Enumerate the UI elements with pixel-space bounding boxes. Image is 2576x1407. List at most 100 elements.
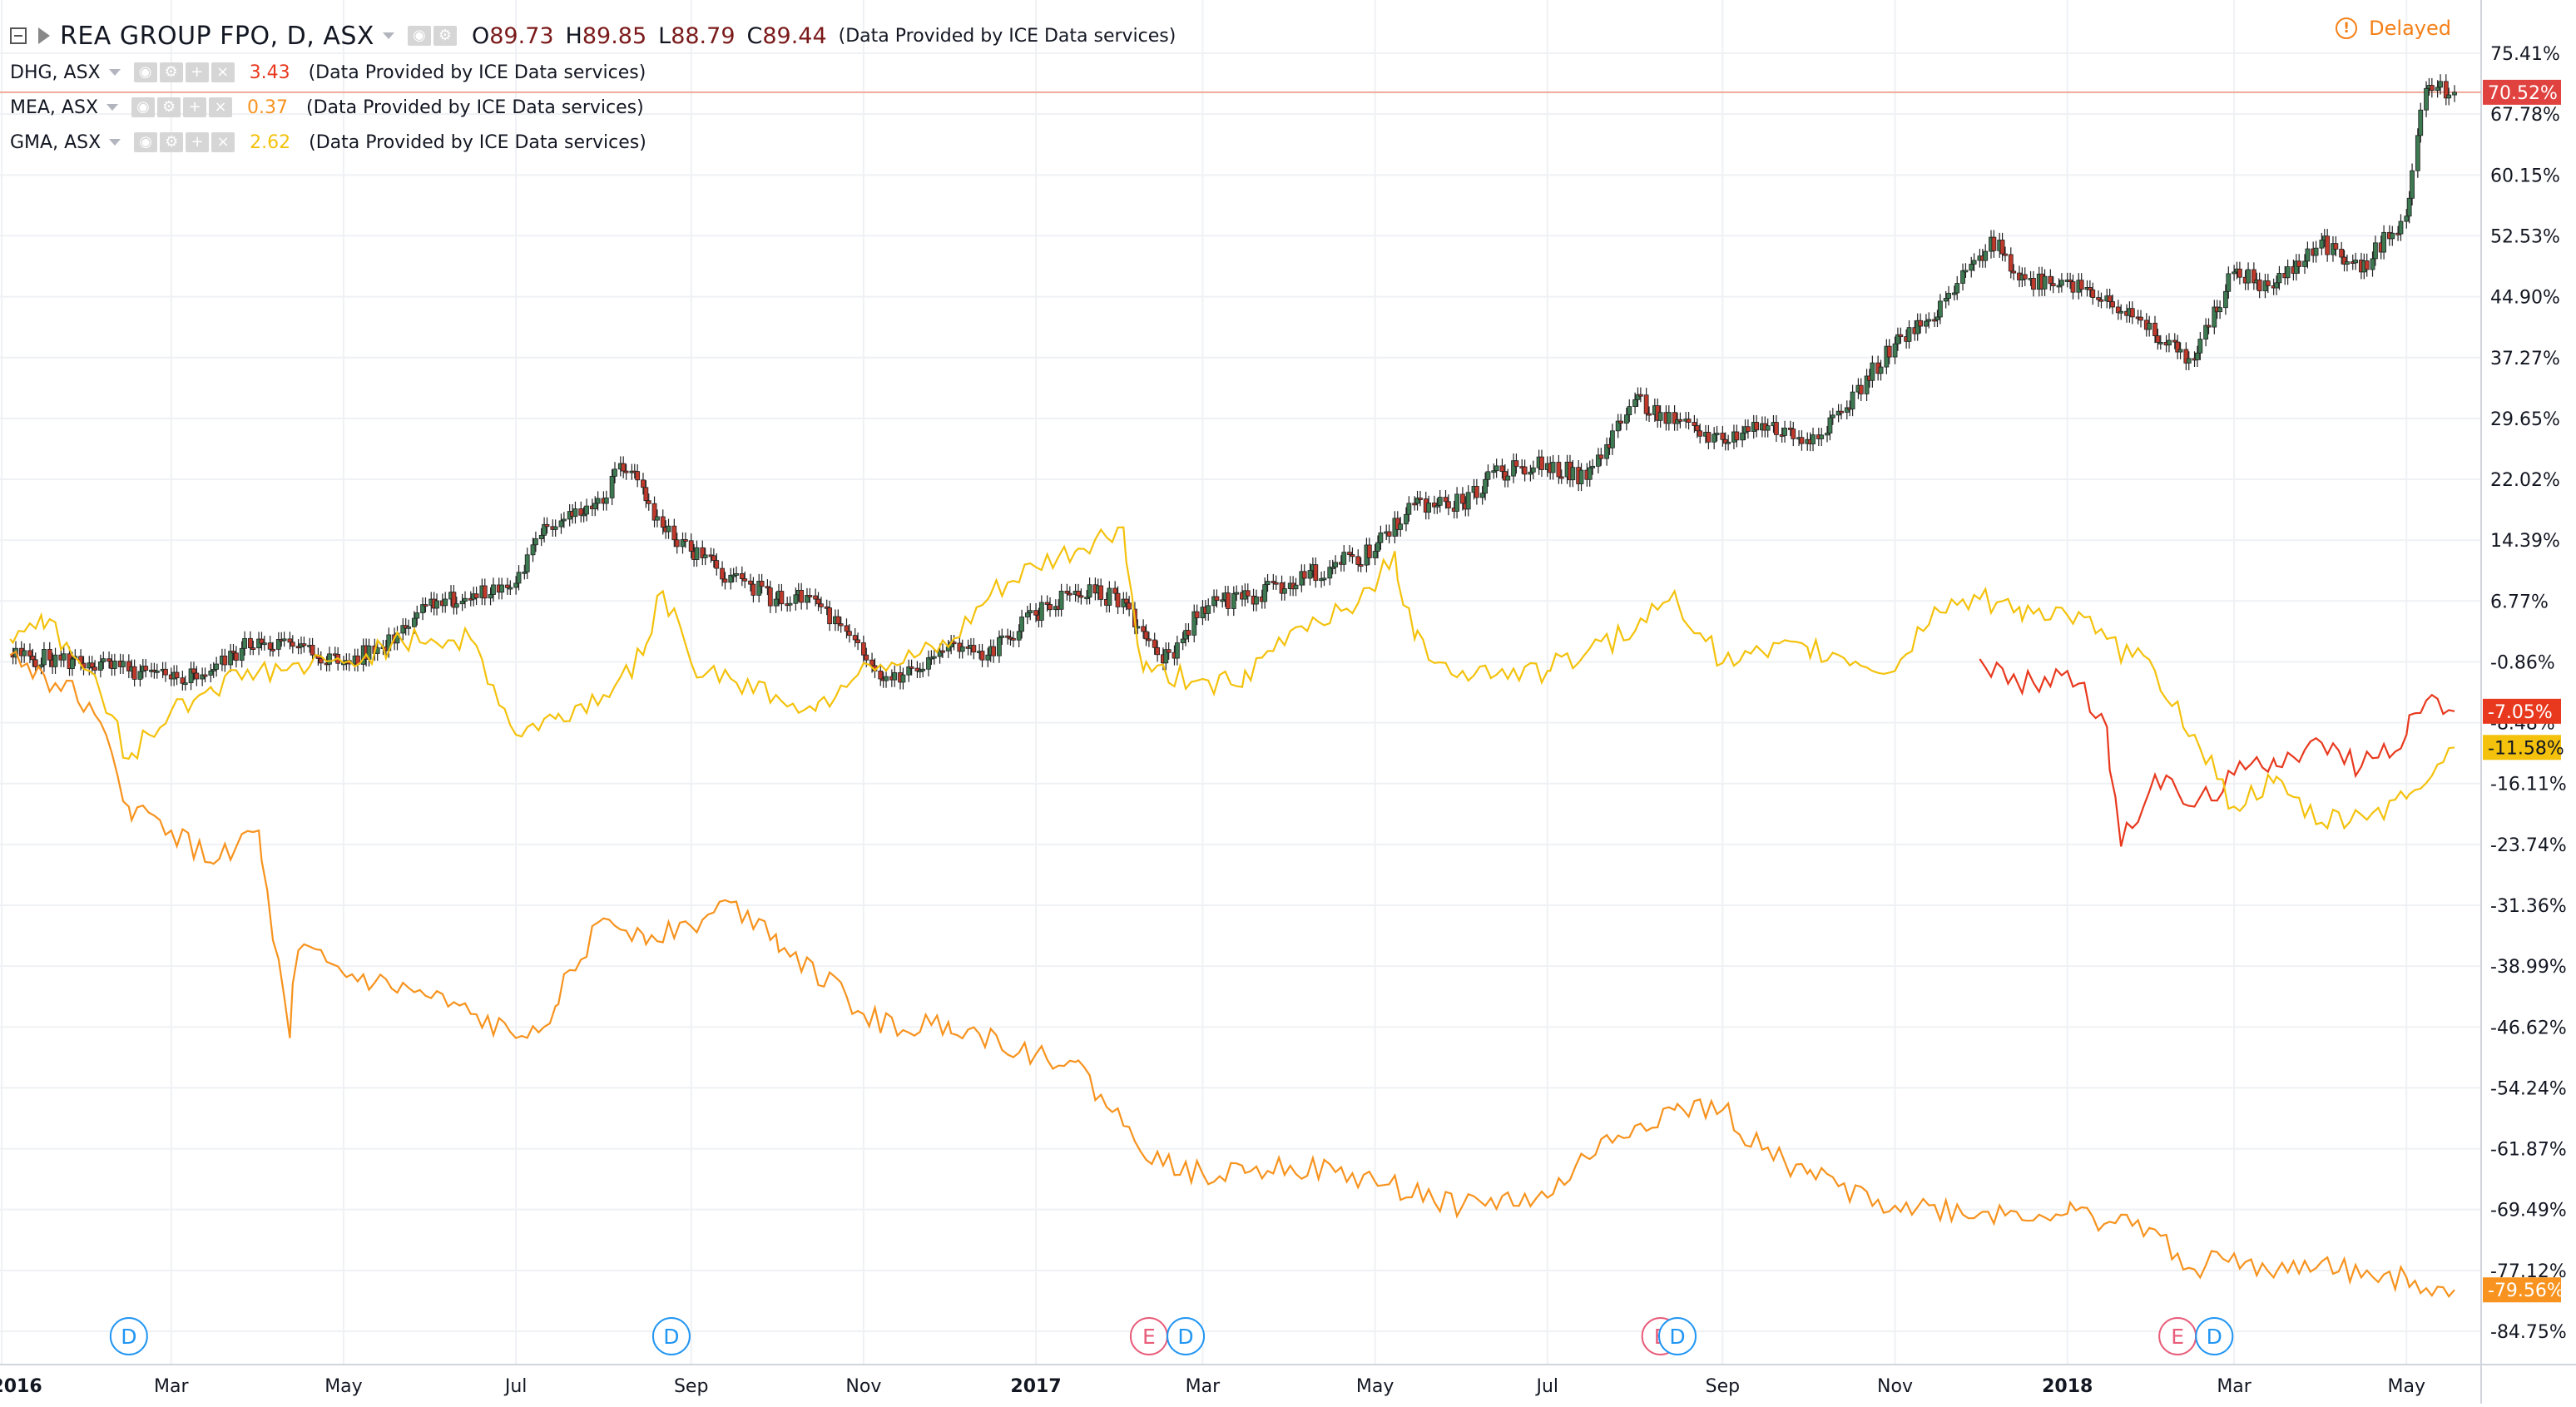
x-tick-label: Nov <box>845 1376 881 1397</box>
y-tick-label: -23.74% <box>2490 835 2567 856</box>
candle-body <box>985 654 991 661</box>
candle-body <box>1019 617 1024 632</box>
close-icon[interactable]: × <box>211 132 235 152</box>
candle-body <box>1677 419 1683 422</box>
low-label: L <box>658 22 671 49</box>
candle-body <box>2410 170 2415 199</box>
high-label: H <box>565 22 582 49</box>
y-tick-label: 29.65% <box>2490 409 2560 430</box>
candle-body <box>900 674 906 683</box>
compare-symbol[interactable]: DHG, ASX <box>10 62 101 83</box>
candle-body <box>1483 478 1488 494</box>
earnings-marker[interactable]: E <box>2158 1317 2197 1355</box>
chevron-down-icon[interactable] <box>109 139 121 146</box>
chevron-down-icon[interactable] <box>108 69 121 76</box>
candle-body <box>1155 647 1160 656</box>
candle-body <box>1038 602 1044 621</box>
candle-body <box>1010 637 1016 641</box>
candle-body <box>1333 562 1338 567</box>
gear-icon[interactable]: ⚙ <box>159 62 183 82</box>
series-0 <box>10 74 2457 691</box>
series-3 <box>9 526 2455 830</box>
candle-body <box>1587 467 1593 480</box>
candle-body <box>1058 591 1064 610</box>
candle-body <box>1437 497 1443 506</box>
candle-body <box>1726 441 1731 444</box>
gear-icon[interactable]: ⚙ <box>157 97 181 117</box>
delayed-status[interactable]: ! Delayed <box>2336 17 2451 40</box>
candle-body <box>1827 417 1833 433</box>
candle-body <box>869 659 874 666</box>
y-axis-labels: 75.41% 67.78% 60.15% 52.53% 44.90% 37.27% 29.6… <box>2490 44 2567 1343</box>
chevron-down-icon[interactable] <box>382 32 394 39</box>
eye-icon[interactable]: ◉ <box>407 26 431 46</box>
eye-icon[interactable]: ◉ <box>131 97 156 117</box>
candle-body <box>2107 295 2113 302</box>
collapse-icon[interactable] <box>10 27 27 44</box>
candle-body <box>2197 339 2203 354</box>
candle-body <box>2129 308 2135 318</box>
dividend-marker[interactable]: D <box>2195 1317 2234 1355</box>
eye-icon[interactable]: ◉ <box>133 62 157 82</box>
dividend-marker[interactable]: D <box>1167 1317 1206 1355</box>
candle-body <box>1530 467 1536 473</box>
candle-body <box>884 676 889 681</box>
chevron-down-icon[interactable] <box>107 104 119 111</box>
candle-body <box>2195 352 2200 360</box>
candle-body <box>623 470 629 473</box>
earnings-marker[interactable]: E <box>1129 1317 1168 1355</box>
candle-body <box>909 666 914 669</box>
candle-body <box>261 642 267 646</box>
candle-body <box>1963 270 1969 273</box>
candle-body <box>154 670 160 673</box>
plus-icon[interactable]: + <box>185 62 209 82</box>
ohlc-high: H89.85 <box>566 23 647 49</box>
dividend-marker[interactable]: D <box>1658 1317 1697 1355</box>
series-line-meaasx <box>9 650 2455 1298</box>
x-axis-labels: 2016 Mar May Jul Sep Nov 2017 Mar May Jul Sep Nov 20… <box>0 1376 2425 1397</box>
candle-body <box>2285 266 2291 279</box>
close-icon[interactable]: × <box>209 97 233 117</box>
candle-body <box>971 645 977 653</box>
last-value-badge <box>2483 79 2561 105</box>
gear-icon[interactable]: ⚙ <box>433 26 457 46</box>
candle-body <box>2155 335 2161 343</box>
candle-body <box>2048 275 2053 285</box>
candle-body <box>2418 109 2424 136</box>
candle-body <box>1878 366 1884 374</box>
compare-symbol[interactable]: GMA, ASX <box>10 131 102 153</box>
ohlc-low: L88.79 <box>658 23 735 49</box>
candle-body <box>805 595 810 603</box>
candle-body <box>860 642 866 656</box>
candle-body <box>250 647 256 651</box>
event-circle <box>1658 1317 1697 1355</box>
candle-body <box>1819 434 1825 439</box>
x-tick-label: Jul <box>1535 1376 1559 1397</box>
candle-body <box>1406 503 1412 515</box>
candle-body <box>1282 588 1287 594</box>
candle-body <box>666 525 671 533</box>
candle-body <box>1459 493 1465 504</box>
plus-icon[interactable]: + <box>186 132 210 152</box>
compare-symbol[interactable]: MEA, ASX <box>10 97 99 118</box>
main-symbol-title[interactable]: REA GROUP FPO, D, ASX <box>60 21 374 51</box>
candle-body <box>722 578 728 583</box>
event-label: E <box>1142 1325 1156 1349</box>
candle-body <box>143 666 149 671</box>
y-tick-label: 44.90% <box>2490 288 2560 309</box>
candle-body <box>674 539 680 547</box>
flag-icon[interactable] <box>38 27 50 44</box>
plus-icon[interactable]: + <box>183 97 207 117</box>
eye-icon[interactable]: ◉ <box>134 132 158 152</box>
candle-body <box>914 667 920 671</box>
candle-body <box>765 586 770 589</box>
candle-body <box>414 612 420 619</box>
dividend-marker[interactable]: D <box>109 1317 148 1355</box>
dividend-marker[interactable]: D <box>651 1317 691 1355</box>
close-icon[interactable]: × <box>211 62 235 82</box>
gear-icon[interactable]: ⚙ <box>160 132 184 152</box>
y-tick-label: 6.77% <box>2490 592 2549 612</box>
candle-body <box>878 670 884 680</box>
